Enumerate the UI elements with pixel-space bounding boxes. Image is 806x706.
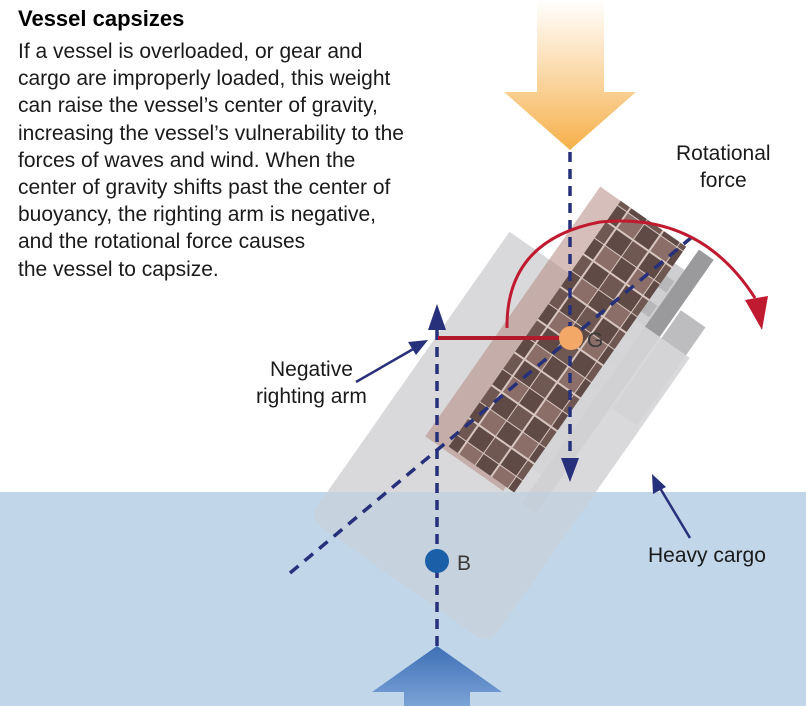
center-of-buoyancy-label: B: [457, 552, 471, 575]
gravity-force-arrow: [504, 0, 636, 150]
negative-arm-pointer-head: [408, 340, 428, 355]
center-of-gravity-marker: [559, 326, 583, 350]
center-of-gravity-label: G: [587, 329, 603, 352]
center-of-buoyancy-marker: [425, 549, 449, 573]
description-line: the vessel to capsize.: [18, 257, 219, 281]
description-line: cargo are improperly loaded, this weight: [18, 67, 391, 91]
rotational-force-label-line1: Rotational: [676, 142, 771, 165]
description-line: buoyancy, the righting arm is negative,: [18, 203, 376, 227]
heavy-cargo-pointer: [658, 487, 692, 539]
description-line: increasing the vessel’s vulnerability to…: [18, 121, 404, 145]
description-line: center of gravity shifts past the center…: [18, 176, 391, 200]
buoyancy-force-arrow: [372, 646, 502, 706]
rotational-force-label-line2: force: [699, 169, 747, 192]
rotational-force-arrowhead: [745, 296, 768, 330]
rotational-force-label: Rotational force: [676, 140, 771, 194]
rotational-force-arrow: [505, 219, 757, 329]
negative-righting-arm-label: Negative righting arm: [256, 356, 367, 410]
negative-righting-arm-label-line1: Negative: [270, 358, 353, 381]
page-title: Vessel capsizes: [18, 6, 185, 31]
description-line: and the rotational force causes: [18, 230, 306, 254]
description-line: can raise the vessel’s center of gravity…: [18, 94, 378, 118]
buoyancy-line-arrowhead: [428, 304, 446, 330]
negative-arm-pointer: [355, 346, 416, 384]
negative-righting-arm-label-line2: righting arm: [256, 385, 367, 408]
heavy-cargo-pointer-head: [652, 474, 666, 494]
description-line: If a vessel is overloaded, or gear and: [18, 40, 363, 63]
description-line: forces of waves and wind. When the: [18, 148, 356, 172]
description-text: If a vessel is overloaded, or gear and c…: [18, 38, 404, 283]
heavy-cargo-label: Heavy cargo: [648, 544, 766, 567]
gravity-line-arrowhead: [561, 458, 579, 482]
